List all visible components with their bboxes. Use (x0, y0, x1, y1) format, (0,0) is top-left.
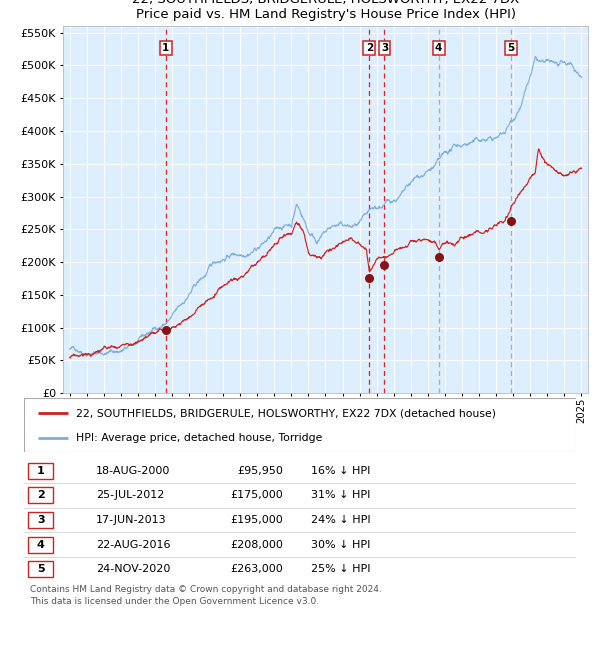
FancyBboxPatch shape (28, 463, 53, 478)
Text: 5: 5 (37, 564, 44, 575)
Text: £95,950: £95,950 (238, 465, 283, 476)
Text: 3: 3 (381, 43, 388, 53)
Text: 18-AUG-2000: 18-AUG-2000 (96, 465, 170, 476)
Text: Contains HM Land Registry data © Crown copyright and database right 2024.
This d: Contains HM Land Registry data © Crown c… (30, 585, 382, 606)
FancyBboxPatch shape (28, 537, 53, 552)
Text: 2: 2 (365, 43, 373, 53)
FancyBboxPatch shape (28, 512, 53, 528)
Text: 1: 1 (162, 43, 169, 53)
Text: 22, SOUTHFIELDS, BRIDGERULE, HOLSWORTHY, EX22 7DX (detached house): 22, SOUTHFIELDS, BRIDGERULE, HOLSWORTHY,… (76, 408, 496, 419)
Text: £195,000: £195,000 (230, 515, 283, 525)
Text: 16% ↓ HPI: 16% ↓ HPI (311, 465, 370, 476)
Text: 17-JUN-2013: 17-JUN-2013 (96, 515, 166, 525)
Text: 25% ↓ HPI: 25% ↓ HPI (311, 564, 371, 575)
Title: 22, SOUTHFIELDS, BRIDGERULE, HOLSWORTHY, EX22 7DX
Price paid vs. HM Land Registr: 22, SOUTHFIELDS, BRIDGERULE, HOLSWORTHY,… (132, 0, 519, 21)
FancyBboxPatch shape (28, 488, 53, 503)
Text: 24% ↓ HPI: 24% ↓ HPI (311, 515, 371, 525)
Text: £263,000: £263,000 (230, 564, 283, 575)
Text: £208,000: £208,000 (230, 540, 283, 550)
Text: 4: 4 (37, 540, 45, 550)
Text: 2: 2 (37, 490, 45, 501)
Text: HPI: Average price, detached house, Torridge: HPI: Average price, detached house, Torr… (76, 434, 323, 443)
Text: 30% ↓ HPI: 30% ↓ HPI (311, 540, 370, 550)
FancyBboxPatch shape (28, 562, 53, 577)
Text: 4: 4 (435, 43, 442, 53)
Text: 31% ↓ HPI: 31% ↓ HPI (311, 490, 370, 501)
Text: 24-NOV-2020: 24-NOV-2020 (96, 564, 170, 575)
Text: 1: 1 (37, 465, 45, 476)
Text: 25-JUL-2012: 25-JUL-2012 (96, 490, 164, 501)
Text: 5: 5 (508, 43, 515, 53)
Text: £175,000: £175,000 (230, 490, 283, 501)
Text: 22-AUG-2016: 22-AUG-2016 (96, 540, 170, 550)
Text: 3: 3 (37, 515, 44, 525)
